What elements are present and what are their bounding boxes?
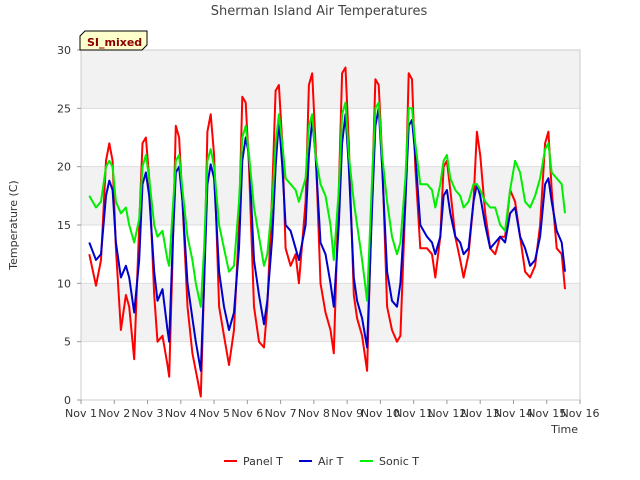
x-tick-label: Nov 1 [65,407,97,420]
x-tick-label: Nov 7 [265,407,297,420]
x-axis-label: Time [550,423,578,436]
x-axis-ticks: Nov 1 Nov 2 Nov 3 Nov 4 Nov 5 Nov 6 Nov 7 Nov 8… [65,400,599,420]
y-tick-label: 5 [64,336,71,349]
legend-label-sonic-t: Sonic T [379,455,419,468]
y-tick-label: 30 [57,44,71,57]
x-tick-label: Nov 11 [394,407,433,420]
x-tick-label: Nov 16 [561,407,600,420]
x-tick-label: Nov 10 [361,407,400,420]
x-tick-label: Nov 13 [461,407,500,420]
chart-title: Sherman Island Air Temperatures [211,4,428,19]
y-tick-label: 10 [57,277,71,290]
y-axis-label: Temperature (C) [7,180,20,270]
y-tick-label: 0 [64,394,71,407]
y-axis-ticks: 0 5 10 15 20 25 30 [57,44,81,407]
x-tick-label: Nov 8 [298,407,330,420]
x-tick-label: Nov 12 [427,407,466,420]
x-tick-label: Nov 5 [198,407,230,420]
plot-band [81,341,580,400]
x-tick-label: Nov 15 [527,407,566,420]
plot-band [81,166,580,225]
y-tick-label: 15 [57,219,71,232]
series-line-panel-t [88,66,566,398]
plot-band [81,108,580,167]
x-tick-label: Nov 4 [165,407,197,420]
x-tick-label: Nov 2 [98,407,130,420]
x-tick-label: Nov 9 [331,407,363,420]
x-tick-label: Nov 3 [132,407,164,420]
legend-label-panel-t: Panel T [243,455,283,468]
legend: Panel T Air T Sonic T [224,455,419,468]
site-badge: SI_mixed [79,30,148,51]
plot-band [81,50,580,109]
series-layer [88,66,566,398]
site-badge-box [79,30,148,51]
y-tick-label: 20 [57,161,71,174]
x-tick-label: Nov 6 [231,407,263,420]
legend-label-air-t: Air T [318,455,344,468]
y-tick-label: 25 [57,102,71,115]
site-badge-label: SI_mixed [87,36,142,49]
x-tick-label: Nov 14 [494,407,533,420]
series-line-sonic-t [88,101,566,308]
